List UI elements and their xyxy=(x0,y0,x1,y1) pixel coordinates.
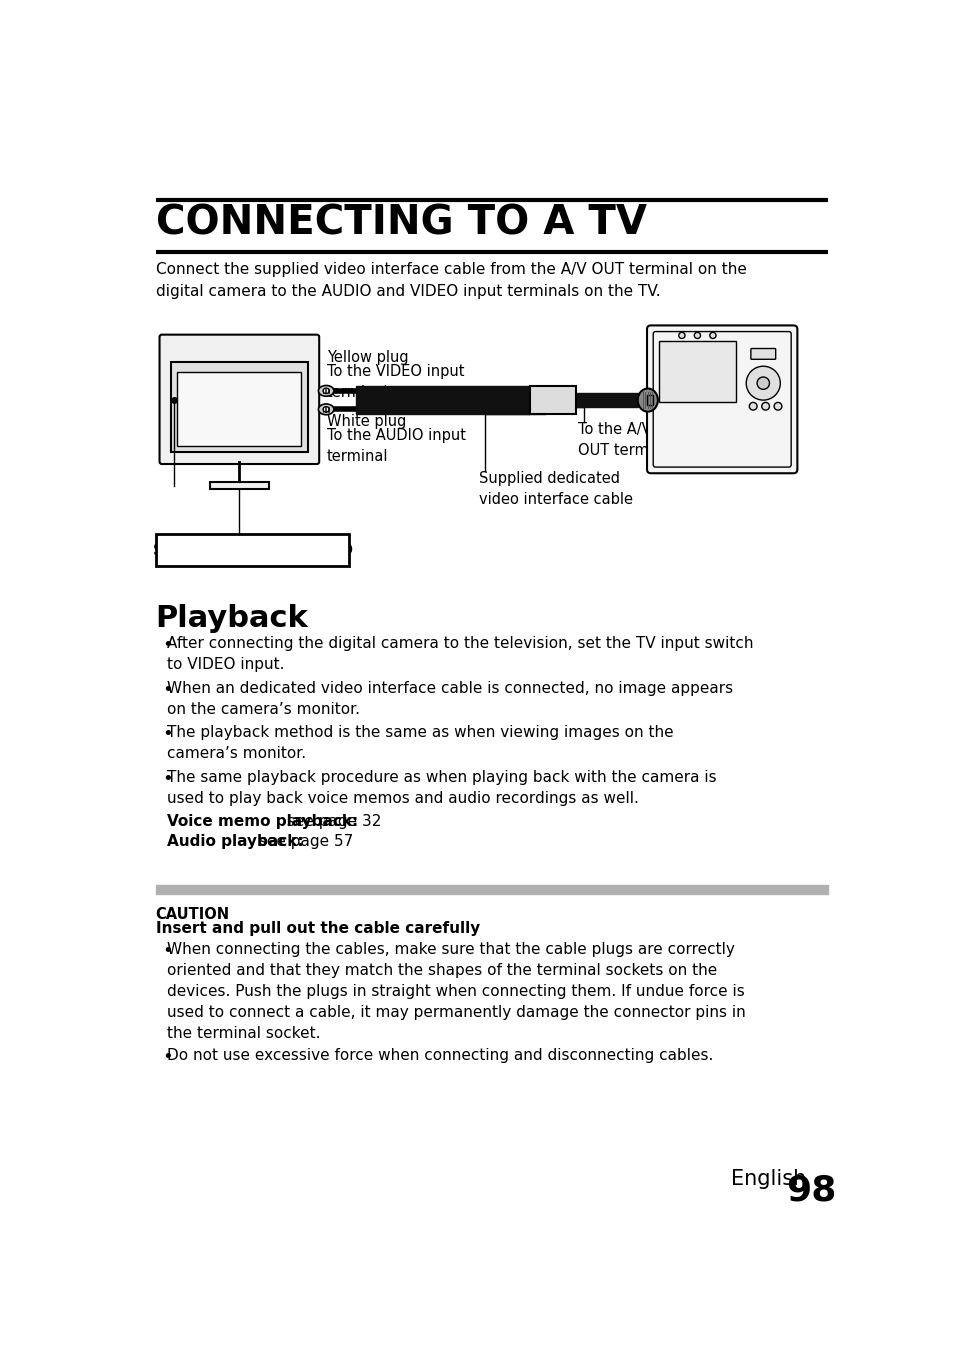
Text: CONNECTING TO A TV: CONNECTING TO A TV xyxy=(155,203,646,243)
Text: see page 57: see page 57 xyxy=(253,834,353,849)
FancyBboxPatch shape xyxy=(159,335,319,464)
Text: When an dedicated video interface cable is connected, no image appears
on the ca: When an dedicated video interface cable … xyxy=(167,681,733,717)
Ellipse shape xyxy=(323,389,329,394)
Circle shape xyxy=(694,332,700,339)
Text: After connecting the digital camera to the television, set the TV input switch
t: After connecting the digital camera to t… xyxy=(167,636,753,672)
Bar xyxy=(155,885,827,894)
Circle shape xyxy=(679,332,684,339)
Ellipse shape xyxy=(323,406,329,412)
Text: •: • xyxy=(162,725,172,744)
Text: Connect the supplied video interface cable from the A/V OUT terminal on the
digi: Connect the supplied video interface cab… xyxy=(155,261,746,299)
Ellipse shape xyxy=(318,404,334,414)
Text: see page 32: see page 32 xyxy=(282,814,381,829)
Bar xyxy=(355,386,530,414)
Circle shape xyxy=(709,332,716,339)
FancyBboxPatch shape xyxy=(750,348,775,359)
Text: To the VIDEO input
terminal: To the VIDEO input terminal xyxy=(327,364,464,399)
Text: •: • xyxy=(162,769,172,788)
Ellipse shape xyxy=(637,389,658,412)
Text: The same playback procedure as when playing back with the camera is
used to play: The same playback procedure as when play… xyxy=(167,769,716,806)
Bar xyxy=(576,393,638,408)
Circle shape xyxy=(745,366,780,399)
Bar xyxy=(646,395,653,405)
Text: •: • xyxy=(162,636,172,655)
Bar xyxy=(658,340,736,402)
Bar xyxy=(177,371,301,447)
Text: To the A/V
OUT terminal: To the A/V OUT terminal xyxy=(578,422,675,457)
Text: Voice memo playback:: Voice memo playback: xyxy=(167,814,358,829)
Text: Yellow plug: Yellow plug xyxy=(327,350,408,364)
Text: When connecting the cables, make sure that the cable plugs are correctly
oriente: When connecting the cables, make sure th… xyxy=(167,943,745,1041)
Text: Supplied dedicated
video interface cable: Supplied dedicated video interface cable xyxy=(478,471,632,507)
Text: 98: 98 xyxy=(785,1174,835,1208)
Circle shape xyxy=(757,377,769,389)
Text: English: English xyxy=(731,1169,806,1189)
Text: Audio playback:: Audio playback: xyxy=(167,834,304,849)
Text: Playback: Playback xyxy=(155,604,308,633)
Bar xyxy=(171,362,307,452)
FancyBboxPatch shape xyxy=(646,325,797,473)
Text: To the AUDIO input
terminal: To the AUDIO input terminal xyxy=(327,428,465,464)
Bar xyxy=(210,482,269,490)
Ellipse shape xyxy=(318,386,334,397)
Text: Insert and pull out the cable carefully: Insert and pull out the cable carefully xyxy=(155,920,479,936)
Text: Do not use excessive force when connecting and disconnecting cables.: Do not use excessive force when connecti… xyxy=(167,1048,713,1063)
Text: The playback method is the same as when viewing images on the
camera’s monitor.: The playback method is the same as when … xyxy=(167,725,673,761)
Text: CAUTION: CAUTION xyxy=(155,907,230,921)
Text: •: • xyxy=(162,681,172,699)
Circle shape xyxy=(760,402,769,410)
Circle shape xyxy=(748,402,757,410)
Text: •: • xyxy=(162,1048,172,1065)
Circle shape xyxy=(773,402,781,410)
Text: Switch input to VIDEO: Switch input to VIDEO xyxy=(152,543,353,558)
Bar xyxy=(155,534,349,566)
Text: •: • xyxy=(162,943,172,960)
Text: White plug: White plug xyxy=(327,414,406,429)
Bar xyxy=(530,386,576,414)
